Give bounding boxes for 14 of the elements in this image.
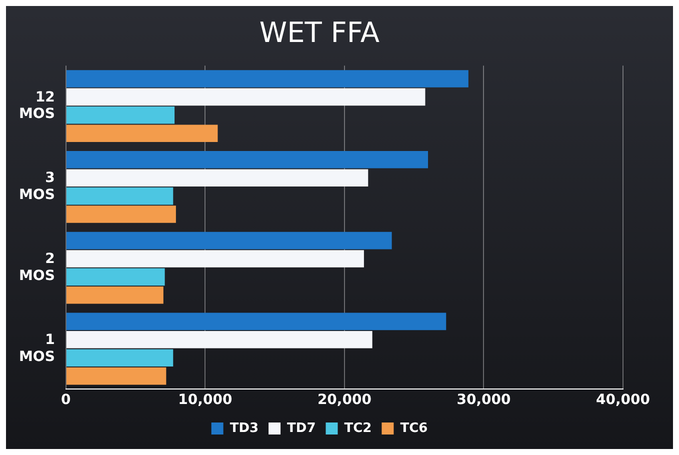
y-tick-label: 3 MOS xyxy=(18,170,55,203)
y-tick-label: 2 MOS xyxy=(18,251,55,284)
x-tick-label: 30,000 xyxy=(456,392,511,408)
x-tick-label: 0 xyxy=(61,392,72,408)
legend-label: TC2 xyxy=(344,420,372,436)
chart-title: WET FFA xyxy=(259,16,380,50)
x-tick-label: 20,000 xyxy=(317,392,372,408)
legend-label: TD3 xyxy=(230,420,259,436)
legend-label: TD7 xyxy=(287,420,316,436)
x-tick-label: 40,000 xyxy=(596,392,650,408)
legend-label: TC6 xyxy=(400,420,428,436)
y-tick-label: 1 MOS xyxy=(18,332,55,365)
x-tick-label: 10,000 xyxy=(178,392,232,408)
y-tick-label: 12 MOS xyxy=(18,89,55,122)
